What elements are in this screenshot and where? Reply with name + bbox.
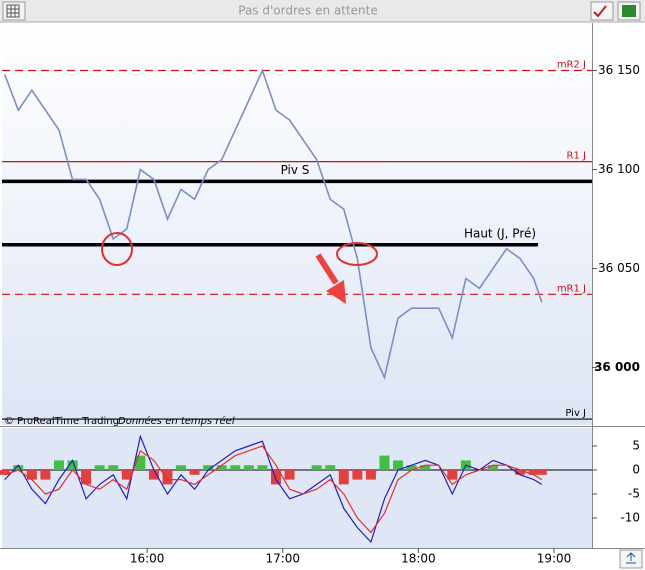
level-label: mR2 J bbox=[557, 60, 586, 71]
histogram-bar bbox=[393, 460, 404, 470]
histogram-bar bbox=[148, 470, 159, 480]
histogram-bar bbox=[338, 470, 349, 485]
histogram-bar bbox=[230, 465, 241, 470]
histogram-bar bbox=[67, 460, 78, 470]
histogram-bar bbox=[379, 455, 390, 470]
histogram-bar bbox=[94, 465, 105, 470]
histogram-bar bbox=[270, 470, 281, 485]
level-label: Piv S bbox=[281, 163, 310, 177]
level-label: mR1 J bbox=[557, 283, 586, 294]
histogram-bar bbox=[108, 465, 119, 470]
highlight-circle bbox=[336, 242, 378, 266]
histogram-bar bbox=[189, 470, 200, 475]
level-label: Piv J bbox=[565, 408, 586, 419]
y-tick-label: 36 100 bbox=[598, 162, 640, 176]
histogram-bar bbox=[325, 465, 336, 470]
histogram-bar bbox=[13, 465, 24, 470]
histogram-bar bbox=[515, 470, 526, 475]
trade-icon bbox=[622, 5, 636, 17]
histogram-bar bbox=[365, 470, 376, 480]
histogram-bar bbox=[406, 465, 417, 470]
y-tick-label: 5 bbox=[632, 439, 640, 453]
y-tick-label: 0 bbox=[632, 463, 640, 477]
x-tick-label: 17:00 bbox=[265, 552, 300, 566]
orders-icon bbox=[593, 5, 607, 18]
toolbar bbox=[0, 0, 645, 22]
histogram-bar bbox=[447, 470, 458, 480]
level-label: R1 J bbox=[567, 151, 586, 162]
x-tick-label: 18:00 bbox=[401, 552, 436, 566]
histogram-bar bbox=[26, 470, 37, 480]
histogram-bar bbox=[243, 465, 254, 470]
oscillator-line bbox=[4, 445, 543, 534]
histogram-bar bbox=[284, 470, 295, 480]
histogram-bar bbox=[135, 455, 146, 470]
price-panel bbox=[2, 23, 592, 425]
histogram-bar bbox=[176, 465, 187, 470]
histogram-bar bbox=[257, 465, 268, 470]
histogram-bar bbox=[121, 470, 132, 480]
histogram-bar bbox=[536, 470, 547, 475]
y-tick-label: 36 150 bbox=[598, 63, 640, 77]
y-tick-label: 36 000 bbox=[594, 360, 640, 374]
histogram-bar bbox=[216, 465, 227, 470]
x-tick-label: 19:00 bbox=[537, 552, 572, 566]
source-label: © ProRealTime Trading bbox=[4, 416, 119, 427]
order-status: Pas d'ordres en attente bbox=[238, 4, 377, 18]
arrow-head bbox=[326, 280, 346, 304]
oscillator-panel bbox=[2, 428, 592, 548]
histogram-bar bbox=[352, 470, 363, 480]
histogram-bar bbox=[420, 465, 431, 470]
y-tick-label: -5 bbox=[628, 487, 640, 501]
histogram-bar bbox=[162, 470, 173, 485]
x-tick-label: 16:00 bbox=[130, 552, 165, 566]
arrow-shaft bbox=[315, 253, 339, 285]
level-label: Haut (J, Pré) bbox=[464, 226, 536, 240]
histogram-bar bbox=[311, 465, 322, 470]
plot-layer: 36 150 36 100 36 050 36 000 mR2 J R1 J Piv S Ha… bbox=[0, 60, 640, 566]
histogram-bar bbox=[40, 470, 51, 480]
histogram-bar bbox=[487, 465, 498, 470]
histogram-bar bbox=[203, 465, 214, 470]
histogram-bar bbox=[53, 460, 64, 470]
histogram-bar bbox=[81, 470, 92, 485]
highlight-circle bbox=[101, 232, 133, 266]
grid-icon bbox=[6, 4, 20, 18]
y-tick-label: -10 bbox=[620, 511, 640, 525]
histogram-bar bbox=[0, 470, 10, 475]
y-tick-label: 36 050 bbox=[598, 261, 640, 275]
price-line bbox=[3, 68, 543, 380]
scroll-icon bbox=[626, 552, 636, 564]
histogram-bar bbox=[528, 470, 539, 475]
oscillator-line bbox=[4, 434, 543, 544]
source-note: Données en temps réel bbox=[118, 415, 235, 427]
